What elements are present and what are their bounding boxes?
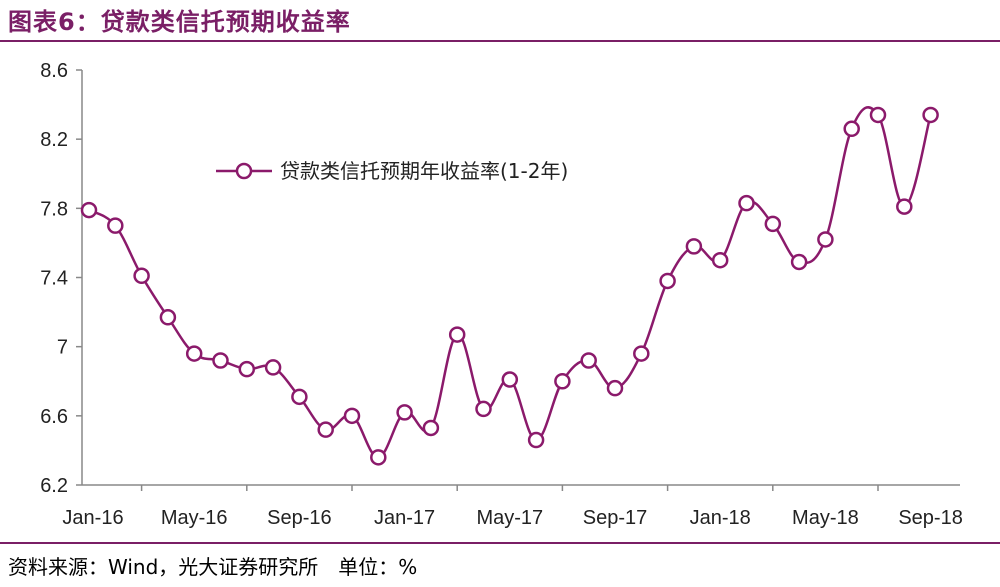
x-tick-label: Jan-17 bbox=[374, 507, 435, 529]
data-point bbox=[422, 419, 440, 437]
data-point bbox=[659, 272, 676, 290]
data-point bbox=[738, 194, 755, 212]
data-point bbox=[343, 407, 361, 425]
data-point bbox=[817, 231, 834, 248]
data-point bbox=[133, 267, 150, 285]
data-point bbox=[554, 373, 571, 390]
data-point bbox=[869, 106, 887, 124]
data-point bbox=[264, 359, 282, 376]
x-tick-label: Jan-18 bbox=[690, 507, 751, 529]
data-point bbox=[80, 201, 98, 219]
data-point bbox=[238, 360, 256, 378]
x-tick-label: May-17 bbox=[476, 507, 543, 529]
legend-label: 贷款类信托预期年收益率(1-2年) bbox=[280, 159, 568, 183]
data-point bbox=[843, 120, 860, 138]
y-tick-label: 8.2 bbox=[40, 129, 68, 151]
x-tick-label: Jan-16 bbox=[62, 507, 123, 529]
data-point bbox=[606, 379, 624, 397]
axes bbox=[81, 70, 960, 486]
x-axis-ticks: Jan-16 May-16 Sep-16 Jan-17 May-17 Sep-17 Jan-… bbox=[62, 485, 963, 529]
y-tick-label: 7.4 bbox=[40, 268, 68, 290]
chart-title: 图表6：贷款类信托预期收益率 bbox=[8, 8, 351, 36]
y-axis-ticks: 8.6 8.2 7.8 7.4 7 6.6 6.2 bbox=[40, 60, 82, 497]
data-point bbox=[685, 238, 703, 255]
x-tick-label: May-16 bbox=[161, 507, 228, 529]
x-tick-label: Sep-17 bbox=[583, 507, 648, 529]
data-point bbox=[291, 388, 308, 406]
data-point bbox=[396, 404, 413, 421]
data-point bbox=[896, 198, 913, 215]
y-tick-label: 6.6 bbox=[40, 406, 68, 428]
data-point bbox=[370, 449, 387, 466]
series-group bbox=[80, 106, 939, 466]
data-point bbox=[501, 371, 519, 388]
data-point bbox=[922, 106, 939, 124]
data-point bbox=[711, 251, 729, 269]
data-point bbox=[790, 253, 808, 271]
legend-marker bbox=[235, 162, 253, 180]
data-point bbox=[527, 431, 545, 449]
data-point bbox=[107, 217, 124, 234]
x-tick-label: Sep-16 bbox=[267, 507, 332, 529]
title-divider bbox=[0, 40, 1000, 42]
data-point bbox=[448, 326, 466, 343]
x-tick-label: May-18 bbox=[792, 507, 859, 529]
y-tick-label: 8.6 bbox=[40, 60, 68, 82]
footer-divider bbox=[0, 542, 1000, 544]
source-note: 资料来源：Wind，光大证券研究所 单位：% bbox=[8, 555, 418, 579]
y-tick-label: 6.2 bbox=[40, 475, 68, 497]
y-tick-label: 7.8 bbox=[40, 198, 68, 220]
data-point bbox=[212, 352, 229, 369]
x-tick-label: Sep-18 bbox=[898, 507, 963, 529]
data-point bbox=[633, 345, 650, 362]
data-point bbox=[317, 421, 334, 438]
data-point bbox=[580, 352, 597, 369]
line-chart: 8.68.27.87.476.66.2 Jan-16 May-16 Sep-16 Ja… bbox=[40, 60, 963, 529]
legend: 贷款类信托预期年收益率(1-2年) bbox=[216, 159, 568, 183]
y-tick-label: 7 bbox=[57, 337, 68, 359]
data-point bbox=[764, 215, 782, 233]
data-point bbox=[475, 400, 492, 418]
data-point bbox=[185, 345, 203, 362]
data-point bbox=[159, 309, 177, 326]
